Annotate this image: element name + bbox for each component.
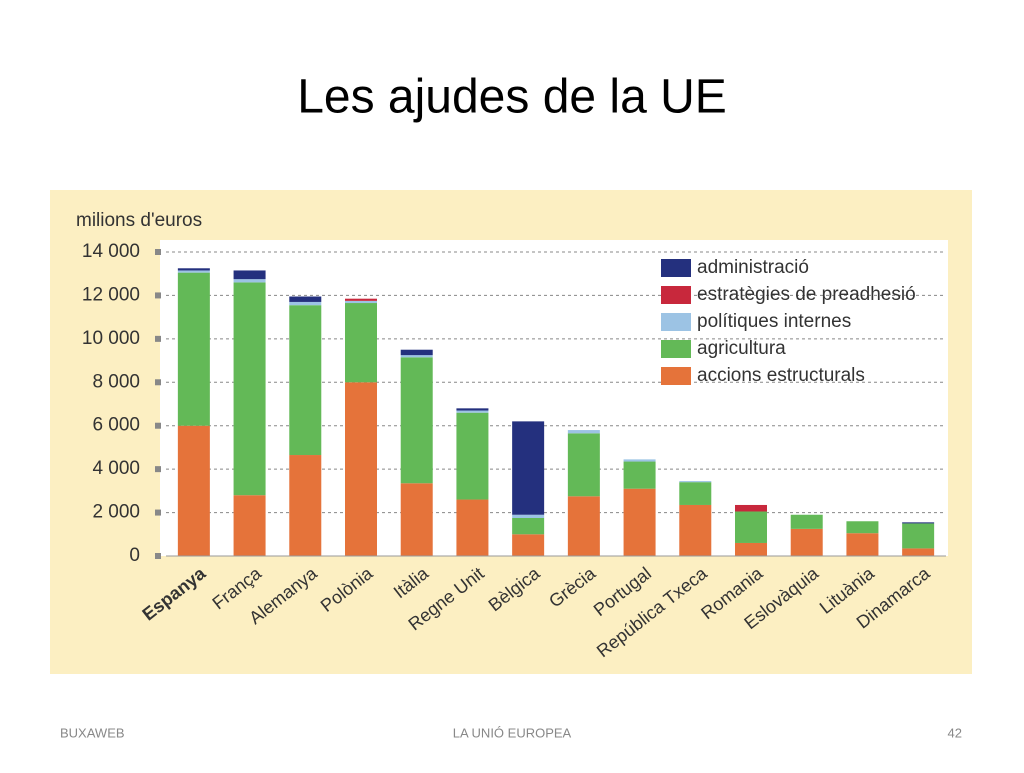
legend [655,250,930,390]
legend-swatch [661,259,691,277]
legend-swatch [661,367,691,385]
bar-segment [456,412,489,500]
bar-segment [345,382,377,556]
bar-segment [345,298,377,301]
footer-left: BUXAWEB [60,725,125,740]
bar-segment [456,408,489,411]
y-tick-label: 14 000 [82,241,140,262]
tick-mark [155,379,161,386]
bar-segment [233,270,266,280]
bar-segment [400,355,433,358]
bar-segment [679,481,712,483]
bar-segment [177,270,210,273]
bar-segment [512,518,545,535]
legend-label: administració [697,257,809,278]
legend-swatch [661,340,691,358]
bar-segment [902,522,935,524]
tick-mark [155,466,161,473]
bar-segment [623,488,656,556]
page-number: 42 [948,725,962,740]
bar-segment [567,430,600,434]
bar-segment [233,495,266,556]
y-tick-label: 6 000 [92,415,140,436]
tick-mark [155,553,161,559]
bar-segment [400,349,433,356]
bar-segment [345,303,377,383]
bar-segment [846,521,879,534]
y-tick-label: 12 000 [82,284,140,305]
bar-segment [289,301,322,306]
bar-segment [735,504,767,512]
y-tick-label: 4 000 [92,458,140,479]
bar-segment [345,300,377,304]
bar-segment [512,534,545,556]
bar-segment [233,282,266,496]
bar-segment [289,455,322,556]
bar-segment [790,514,823,529]
bar-segment [567,496,600,556]
bar-segment [567,433,600,497]
y-tick-label: 8 000 [92,371,140,392]
bar-segment [456,499,489,556]
bar-segment [289,305,322,456]
legend-label: accions estructurals [697,365,865,386]
bar-segment [400,483,433,556]
legend-label: polítiques internes [697,311,851,332]
bar-segment [902,548,935,556]
legend-label: estratègies de preadhesió [697,284,916,305]
tick-mark [155,249,161,255]
bar-segment [623,459,656,462]
bar-segment [233,279,266,283]
y-tick-label: 10 000 [82,328,140,349]
tick-mark [155,335,161,342]
bar-segment [456,410,489,413]
bar-segment [846,533,879,556]
y-axis-label: milions d'euros [76,210,202,231]
bar-segment [289,296,322,302]
bar-segment [512,514,545,518]
bar-segment [177,268,210,271]
tick-mark [155,292,161,299]
tick-mark [155,509,161,516]
footer-center: LA UNIÓ EUROPEA [453,725,572,740]
bar-segment [679,482,712,505]
bar-segment [177,425,210,556]
legend-swatch [661,313,691,331]
legend-label: agricultura [697,338,786,359]
bar-segment [400,357,433,484]
bar-segment [790,528,823,556]
bar-segment [679,504,712,556]
bar-segment [623,461,656,489]
bar-segment [902,523,935,549]
bar-segment [512,421,545,515]
bar-segment [735,542,767,556]
tick-mark [155,422,161,429]
y-tick-label: 2 000 [92,502,140,523]
y-tick-label: 0 [129,545,140,566]
slide-title: Les ajudes de la UE [297,71,727,124]
bar-segment [735,511,767,543]
legend-swatch [661,286,691,304]
bar-segment [177,272,210,426]
